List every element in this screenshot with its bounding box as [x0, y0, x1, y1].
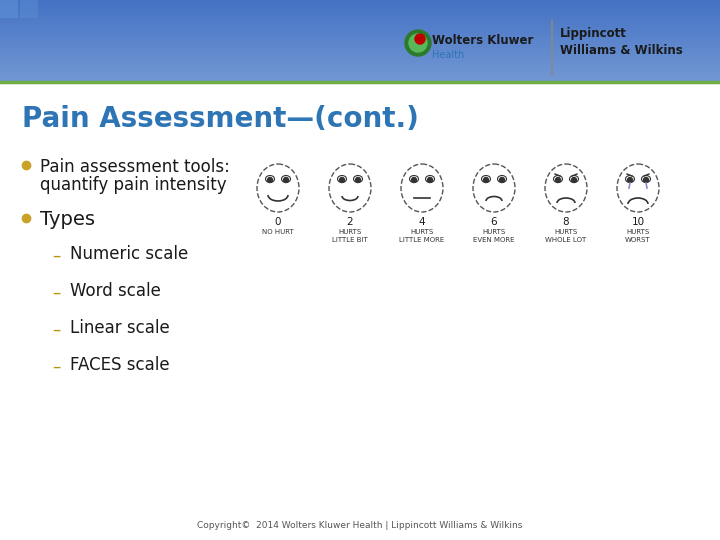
Ellipse shape [338, 176, 346, 183]
Text: Linear scale: Linear scale [70, 319, 170, 337]
FancyBboxPatch shape [0, 0, 18, 18]
Text: –: – [52, 358, 60, 376]
Text: Pain assessment tools:: Pain assessment tools: [40, 158, 230, 176]
Text: 2: 2 [347, 217, 354, 227]
Text: –: – [52, 321, 60, 339]
Ellipse shape [570, 176, 578, 183]
Text: HURTS: HURTS [338, 229, 361, 235]
Circle shape [405, 30, 431, 56]
Text: EVEN MORE: EVEN MORE [473, 237, 515, 243]
Text: –: – [52, 247, 60, 265]
Text: Health: Health [432, 50, 464, 60]
Circle shape [284, 178, 289, 183]
Ellipse shape [354, 176, 362, 183]
FancyBboxPatch shape [0, 82, 720, 540]
Circle shape [340, 178, 344, 183]
Ellipse shape [426, 176, 434, 183]
Circle shape [356, 178, 361, 183]
Text: Word scale: Word scale [70, 282, 161, 300]
Text: quantify pain intensity: quantify pain intensity [40, 176, 227, 194]
Ellipse shape [545, 164, 587, 212]
Text: 4: 4 [419, 217, 426, 227]
Ellipse shape [473, 164, 515, 212]
Text: HURTS: HURTS [410, 229, 433, 235]
Text: Types: Types [40, 210, 95, 229]
Text: HURTS: HURTS [554, 229, 577, 235]
Circle shape [428, 178, 433, 183]
Text: 10: 10 [631, 217, 644, 227]
Ellipse shape [642, 176, 650, 183]
Circle shape [415, 34, 425, 44]
Circle shape [484, 178, 488, 183]
Ellipse shape [401, 164, 443, 212]
Ellipse shape [554, 176, 562, 183]
Ellipse shape [626, 176, 634, 183]
Text: HURTS: HURTS [482, 229, 505, 235]
Circle shape [409, 34, 427, 52]
Text: Pain Assessment—(cont.): Pain Assessment—(cont.) [22, 105, 419, 133]
Text: 8: 8 [563, 217, 570, 227]
Circle shape [500, 178, 505, 183]
Text: Wolters Kluwer: Wolters Kluwer [432, 33, 534, 46]
Text: NO HURT: NO HURT [262, 229, 294, 235]
Circle shape [644, 178, 649, 183]
Circle shape [572, 178, 577, 183]
Circle shape [412, 178, 416, 183]
Ellipse shape [482, 176, 490, 183]
Circle shape [556, 178, 560, 183]
Text: Copyright©  2014 Wolters Kluwer Health | Lippincott Williams & Wilkins: Copyright© 2014 Wolters Kluwer Health | … [197, 522, 523, 530]
Text: 0: 0 [275, 217, 282, 227]
Text: WORST: WORST [625, 237, 651, 243]
Ellipse shape [498, 176, 506, 183]
Circle shape [628, 178, 632, 183]
Ellipse shape [617, 164, 659, 212]
Text: FACES scale: FACES scale [70, 356, 170, 374]
Text: Lippincott
Williams & Wilkins: Lippincott Williams & Wilkins [560, 26, 683, 57]
Text: Numeric scale: Numeric scale [70, 245, 188, 263]
Circle shape [268, 178, 272, 183]
Ellipse shape [266, 176, 274, 183]
Ellipse shape [329, 164, 371, 212]
Ellipse shape [282, 176, 290, 183]
Ellipse shape [257, 164, 299, 212]
Text: –: – [52, 284, 60, 302]
FancyBboxPatch shape [20, 0, 38, 18]
Text: LITTLE BIT: LITTLE BIT [332, 237, 368, 243]
Text: LITTLE MORE: LITTLE MORE [400, 237, 445, 243]
Text: 6: 6 [491, 217, 498, 227]
Text: HURTS: HURTS [626, 229, 649, 235]
Ellipse shape [410, 176, 418, 183]
Text: WHOLE LOT: WHOLE LOT [545, 237, 587, 243]
